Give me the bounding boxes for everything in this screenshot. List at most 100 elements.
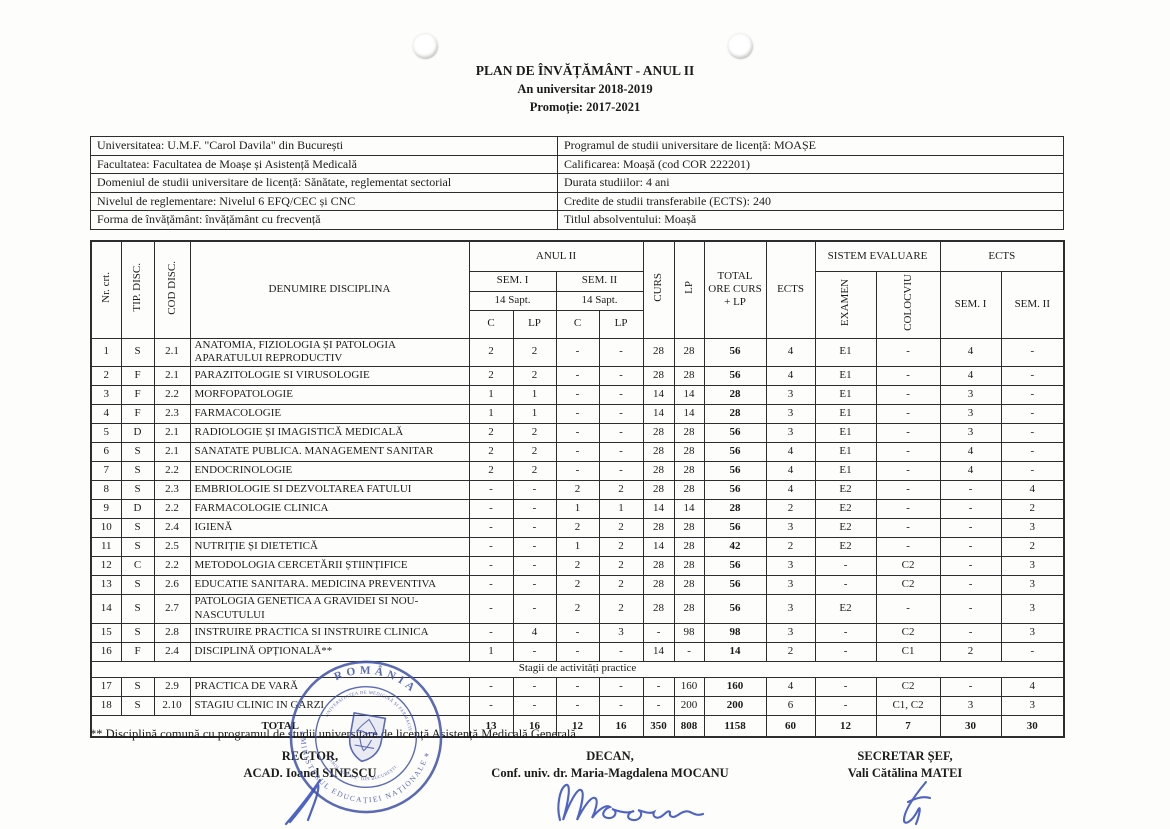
header-lp-sem1: LP: [512, 309, 557, 339]
cell-s2c: -: [555, 385, 600, 405]
cell-cod: 2.7: [153, 594, 191, 624]
cell-tip: S: [120, 594, 155, 624]
table-row: 17 S 2.9 PRACTICA DE VARĂ - - - - -160 160 4- C2-4: [90, 676, 1065, 697]
cell-s2c: -: [555, 366, 600, 386]
cell-ex: -: [814, 622, 877, 643]
cell-ects: 6: [765, 695, 816, 716]
curriculum-header: Nr. crt. TIP. DISC. COD DISC. DENUMIRE D…: [90, 240, 1065, 339]
table-row: 1 S 2.1 ANATOMIA, FIZIOLOGIA ȘI PATOLOGIA A…: [90, 337, 1065, 367]
cell-e1: -: [939, 622, 1002, 643]
info-table-body: Universitatea: U.M.F. "Carol Davila" din…: [90, 136, 1064, 230]
header-denumire: DENUMIRE DISCIPLINA: [189, 240, 470, 339]
cell-curs: -: [642, 676, 675, 697]
cell-cod: 2.1: [153, 337, 191, 367]
cell-ex: E1: [814, 385, 877, 405]
cell-curs: 28: [642, 423, 675, 443]
cell-nr: 4: [90, 404, 122, 424]
cell-s2lp: 3: [598, 622, 644, 643]
cell-tip: S: [120, 537, 155, 557]
secretar-name: Vali Cătălina MATEI: [847, 766, 963, 780]
total-s1c: 13: [468, 714, 514, 737]
cell-total: 56: [703, 337, 767, 367]
promotion: Promoție: 2017-2021: [529, 100, 641, 114]
cell-lp: 14: [673, 404, 705, 424]
table-row: 7 S 2.2 ENDOCRINOLOGIE 2 2- -28 28 56 4 E1-4-: [90, 461, 1065, 481]
cell-curs: 14: [642, 499, 675, 519]
cell-s2lp: -: [598, 423, 644, 443]
cell-s2lp: -: [598, 385, 644, 405]
cell-curs: -: [642, 622, 675, 643]
cell-name: INSTRUIRE PRACTICA SI INSTRUIRE CLINICA: [189, 622, 470, 643]
cell-curs: 28: [642, 518, 675, 538]
cell-col: C1, C2: [875, 695, 941, 716]
cell-e1: -: [939, 537, 1002, 557]
cell-tip: S: [120, 442, 155, 462]
table-row: 10 S 2.4 IGIENĂ - -2 2 28 28 56 3 E2- -3: [90, 518, 1065, 538]
academic-year: An universitar 2018-2019: [517, 82, 653, 96]
cell-s2lp: -: [598, 695, 644, 716]
cell-e1: 3: [939, 695, 1002, 716]
cell-ex: E2: [814, 518, 877, 538]
cell-total: 56: [703, 575, 767, 595]
cell-col: -: [875, 537, 941, 557]
header-ects: ECTS: [765, 240, 816, 339]
document-title-block: PLAN DE ÎNVĂȚĂMÂNT - ANUL II An universi…: [0, 62, 1170, 116]
cell-s1lp: -: [512, 480, 557, 500]
cell-ex: -: [814, 641, 877, 662]
cell-ex: -: [814, 676, 877, 697]
cell-name: PATOLOGIA GENETICA A GRAVIDEI SI NOU-NAS…: [189, 594, 470, 624]
total-ects: 60: [765, 714, 816, 737]
header-ects-sem1: SEM. I: [939, 270, 1002, 339]
cell-s2lp: -: [598, 461, 644, 481]
cell-total: 28: [703, 385, 767, 405]
cell-lp: 28: [673, 480, 705, 500]
cell-e1: -: [939, 575, 1002, 595]
practice-separator-row: Stagii de activități practice: [90, 660, 1065, 678]
info-row: Universitatea: U.M.F. "Carol Davila" din…: [90, 136, 1064, 156]
total-s1lp: 16: [512, 714, 557, 737]
page-title: PLAN DE ÎNVĂȚĂMÂNT - ANUL II: [475, 63, 695, 78]
punch-hole-right: [728, 34, 753, 59]
cell-col: -: [875, 518, 941, 538]
cell-total: 42: [703, 537, 767, 557]
cell-s2lp: 1: [598, 499, 644, 519]
total-label: TOTAL: [90, 714, 470, 737]
decan-name: Conf. univ. dr. Maria-Magdalena MOCANU: [491, 766, 729, 780]
rector-handwritten-signature: [284, 778, 322, 826]
cell-name: EMBRIOLOGIE SI DEZVOLTAREA FATULUI: [189, 480, 470, 500]
cell-cod: 2.3: [153, 480, 191, 500]
info-cell-right: Calificarea: Moașă (cod COR 222201): [557, 154, 1064, 174]
cell-ects: 4: [765, 461, 816, 481]
cell-col: -: [875, 480, 941, 500]
cell-s2c: -: [555, 337, 600, 367]
cell-s1c: 2: [468, 366, 514, 386]
decan-role: DECAN,: [586, 749, 634, 763]
cell-cod: 2.10: [153, 695, 191, 716]
cell-name: METODOLOGIA CERCETĂRII ȘTIINȚIFICE: [189, 556, 470, 576]
cell-curs: 14: [642, 537, 675, 557]
cell-s1lp: -: [512, 676, 557, 697]
rector-role: RECTOR,: [281, 749, 339, 763]
info-row: Nivelul de reglementare: Nivelul 6 EFQ/C…: [90, 191, 1064, 211]
cell-e1: -: [939, 594, 1002, 624]
cell-tip: S: [120, 518, 155, 538]
cell-total: 56: [703, 461, 767, 481]
cell-e1: 4: [939, 366, 1002, 386]
cell-s2c: 2: [555, 575, 600, 595]
header-sistem-evaluare: SISTEM EVALUARE: [814, 240, 941, 272]
cell-col: -: [875, 404, 941, 424]
cell-ex: E1: [814, 404, 877, 424]
punch-hole-left: [413, 34, 438, 59]
cell-s2lp: -: [598, 337, 644, 367]
cell-s1c: -: [468, 695, 514, 716]
header-total-ore: TOTAL ORE CURS + LP: [703, 240, 767, 339]
cell-name: STAGIU CLINIC IN GARZI: [189, 695, 470, 716]
cell-col: C2: [875, 575, 941, 595]
cell-name: ANATOMIA, FIZIOLOGIA ȘI PATOLOGIA APARAT…: [189, 337, 470, 367]
cell-e2: 3: [1000, 518, 1065, 538]
cell-total: 56: [703, 366, 767, 386]
cell-nr: 5: [90, 423, 122, 443]
cell-s2c: -: [555, 641, 600, 662]
cell-ex: E1: [814, 461, 877, 481]
cell-s2c: -: [555, 442, 600, 462]
